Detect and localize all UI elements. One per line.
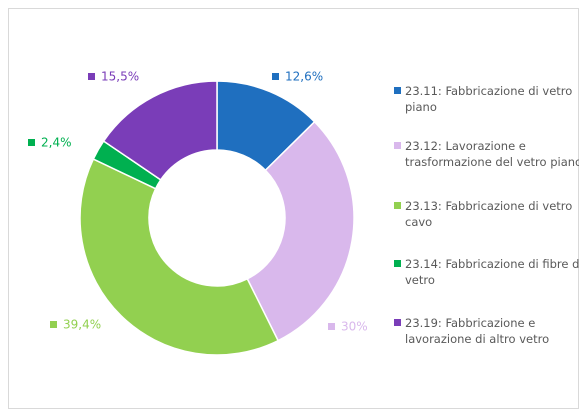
donut-slice [79, 158, 280, 356]
donut-slice [102, 80, 218, 181]
legend-label: 23.13: Fabbricazione di vetro cavo [405, 199, 573, 229]
legend-item: 23.14: Fabbricazione di fibre di vetro [394, 256, 579, 288]
data-label: 12,6% [285, 70, 323, 84]
label-swatch [272, 73, 279, 80]
label-swatch [28, 139, 35, 146]
legend-swatch [394, 319, 401, 326]
data-label: 15,5% [101, 70, 139, 84]
data-label: 39,4% [63, 318, 101, 332]
label-swatch [328, 323, 335, 330]
legend-swatch [394, 202, 401, 209]
legend-label: 23.14: Fabbricazione di fibre di vetro [405, 257, 579, 287]
legend-item: 23.19: Fabbricazione e lavorazione di al… [394, 315, 579, 347]
donut-slice [246, 120, 355, 342]
legend-swatch [394, 142, 401, 149]
legend-item: 23.11: Fabbricazione di vetro piano [394, 83, 579, 115]
legend-swatch [394, 87, 401, 94]
label-swatch [88, 73, 95, 80]
legend-label: 23.11: Fabbricazione di vetro piano [405, 84, 573, 114]
label-swatch [50, 321, 57, 328]
legend-label: 23.12: Lavorazione e trasformazione del … [405, 139, 579, 169]
data-label: 2,4% [41, 136, 72, 150]
legend-item: 23.12: Lavorazione e trasformazione del … [394, 138, 579, 170]
legend-label: 23.19: Fabbricazione e lavorazione di al… [405, 316, 550, 346]
legend-item: 23.13: Fabbricazione di vetro cavo [394, 198, 579, 230]
legend-swatch [394, 260, 401, 267]
data-label: 30% [341, 320, 368, 334]
